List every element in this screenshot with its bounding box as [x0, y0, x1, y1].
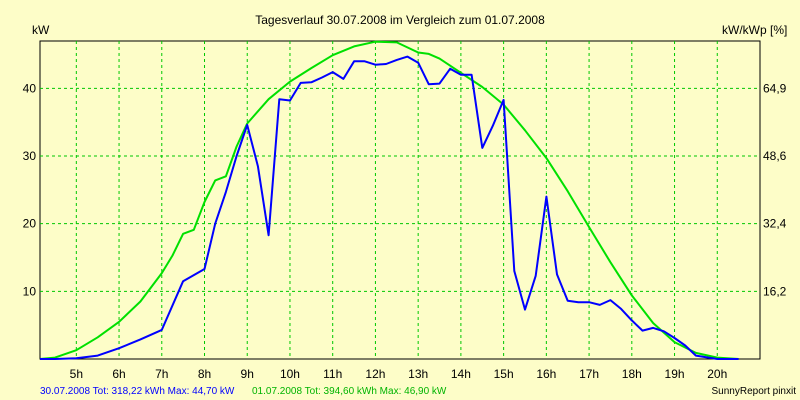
series-layer	[39, 40, 739, 360]
series-line-01-07-2008	[39, 40, 739, 360]
y-axis-left-label: kW	[32, 23, 50, 37]
y-tick-label-left: 10	[23, 284, 37, 298]
y-tick-label-left: 40	[23, 81, 37, 95]
x-tick-label: 6h	[112, 367, 125, 381]
y-tick-label-left: 20	[23, 217, 37, 231]
grid	[40, 41, 760, 359]
x-tick-label: 8h	[198, 367, 211, 381]
x-tick-label: 13h	[408, 367, 428, 381]
legend-series-2: 01.07.2008 Tot: 394,60 kWh Max: 46,90 kW	[252, 386, 447, 397]
series-line-30-07-2008	[40, 55, 739, 360]
x-tick-label: 14h	[451, 367, 471, 381]
x-tick-label: 9h	[241, 367, 254, 381]
chart-title: Tagesverlauf 30.07.2008 im Vergleich zum…	[255, 13, 545, 27]
legend-series-1: 30.07.2008 Tot: 318,22 kWh Max: 44,70 kW	[40, 386, 235, 397]
y-tick-label-right: 32,4	[763, 217, 787, 231]
x-tick-label: 7h	[155, 367, 168, 381]
x-tick-label: 5h	[70, 367, 83, 381]
credit-text: SunnyReport pinxit	[712, 386, 797, 397]
x-tick-label: 16h	[536, 367, 556, 381]
x-tick-label: 20h	[707, 367, 727, 381]
x-tick-label: 19h	[665, 367, 685, 381]
y-tick-label-right: 64,9	[763, 81, 787, 95]
x-tick-label: 17h	[579, 367, 599, 381]
x-tick-label: 18h	[622, 367, 642, 381]
y-tick-label-right: 16,2	[763, 284, 787, 298]
y-tick-label-right: 48,6	[763, 149, 787, 163]
x-tick-label: 10h	[280, 367, 300, 381]
y-axis-right-label: kW/kWp [%]	[722, 23, 787, 37]
tick-labels: 5h 6h 7h 8h 9h 10h 11h 12h 13h 14h 15h 16h 17h 18h 19h…	[23, 81, 787, 381]
x-tick-label: 15h	[494, 367, 514, 381]
x-tick-label: 12h	[365, 367, 385, 381]
y-tick-label-left: 30	[23, 149, 37, 163]
x-tick-label: 11h	[323, 367, 342, 381]
